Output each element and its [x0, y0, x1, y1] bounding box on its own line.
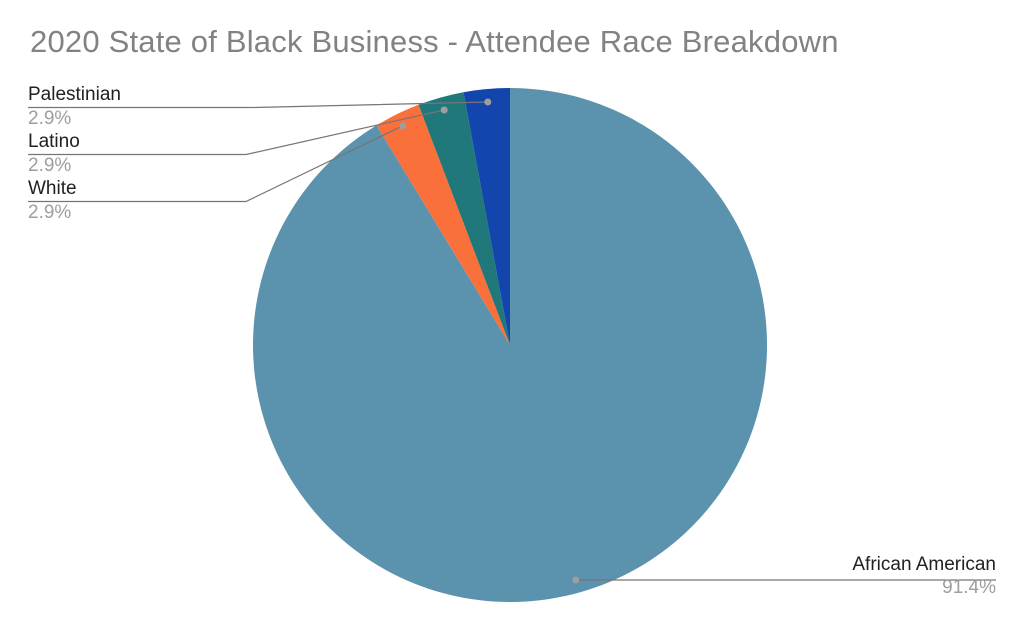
callout-label-white: White — [28, 178, 77, 199]
pie-slice-palestinian[interactable] — [463, 87, 511, 345]
chart-title: 2020 State of Black Business - Attendee … — [30, 24, 839, 59]
callout-dot-white — [399, 122, 407, 130]
callout-dot-african-american — [572, 576, 580, 584]
callout-pct-latino: 2.9% — [28, 155, 72, 176]
callout-dot-latino — [440, 106, 448, 114]
callout-dot-palestinian — [484, 98, 492, 106]
pie-slice-african-american[interactable] — [253, 87, 768, 602]
callout-pct-white: 2.9% — [28, 202, 72, 223]
leader-line-white — [28, 125, 404, 203]
leader-line-palestinian — [28, 101, 488, 109]
callout-pct-african-american: 91.4% — [942, 577, 996, 598]
pie-slice-latino[interactable] — [418, 92, 511, 345]
leader-line-latino — [28, 109, 445, 156]
callout-label-palestinian: Palestinian — [28, 84, 121, 105]
callout-label-african-american: African American — [852, 554, 996, 575]
callout-label-latino: Latino — [28, 131, 80, 152]
pie-slice-white[interactable] — [376, 104, 511, 345]
callout-pct-palestinian: 2.9% — [28, 108, 72, 129]
